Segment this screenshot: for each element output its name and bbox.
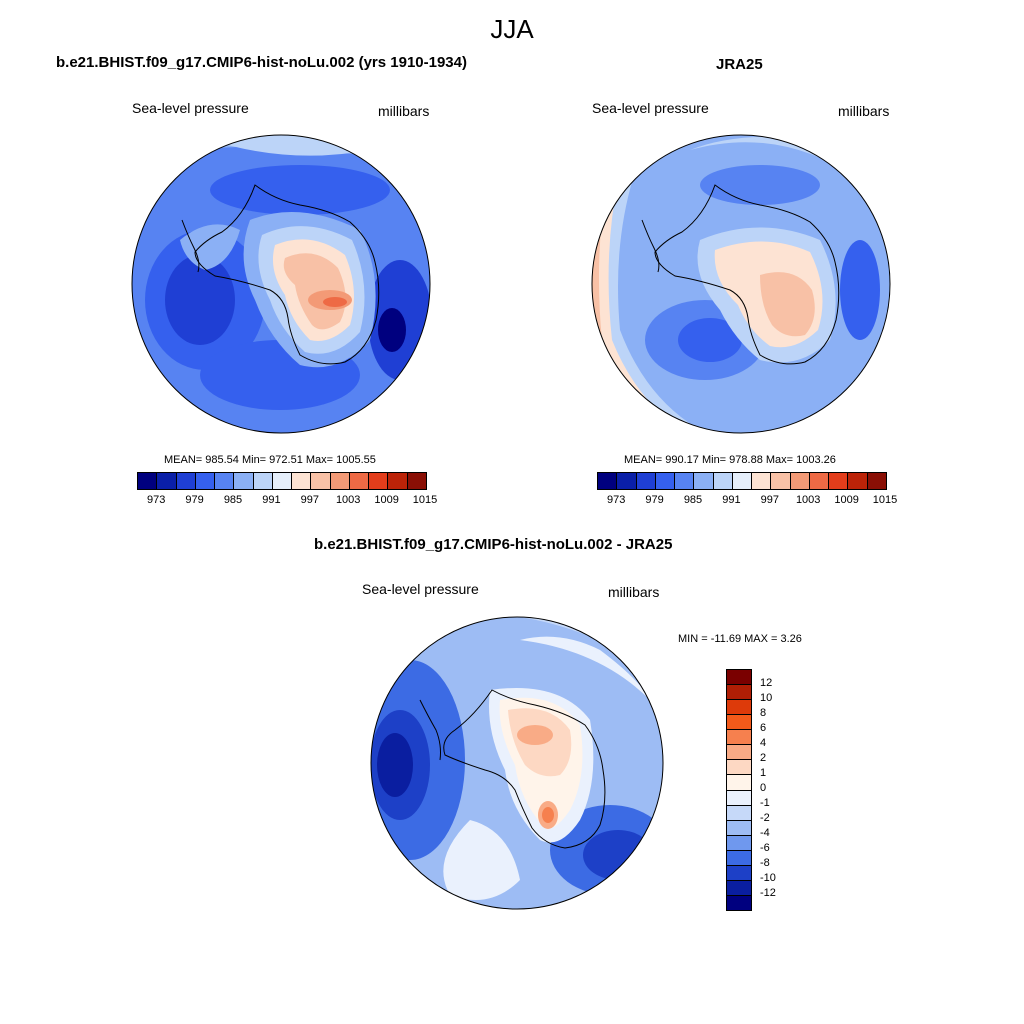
panel1-stats: MEAN= 985.54 Min= 972.51 Max= 1005.55	[164, 454, 376, 466]
colorbar-swatch	[598, 473, 618, 489]
colorbar-swatch	[407, 473, 426, 489]
colorbar-swatch	[727, 715, 751, 731]
colorbar-tick-label: 973	[607, 494, 626, 506]
panel3-colorbar	[726, 669, 752, 911]
panel3-units-label: millibars	[608, 584, 660, 600]
colorbar-tick-label: 985	[223, 494, 243, 506]
colorbar-tick-label: 1	[760, 767, 767, 779]
colorbar-tick-label: 1003	[795, 494, 821, 506]
colorbar-swatch	[727, 685, 751, 701]
colorbar-swatch	[675, 473, 695, 489]
colorbar-swatch	[636, 473, 656, 489]
colorbar-swatch	[195, 473, 216, 489]
colorbar-swatch	[311, 473, 331, 489]
colorbar-swatch	[771, 473, 791, 489]
panel2-variable-label: Sea-level pressure	[592, 100, 709, 116]
colorbar-tick-label: 979	[645, 494, 664, 506]
colorbar-swatch	[138, 473, 158, 489]
colorbar-swatch	[727, 850, 751, 866]
colorbar-swatch	[655, 473, 676, 489]
colorbar-swatch	[727, 745, 751, 761]
colorbar-swatch	[732, 473, 753, 489]
colorbar-swatch	[694, 473, 714, 489]
colorbar-swatch	[388, 473, 408, 489]
panel2-units-label: millibars	[838, 103, 890, 119]
colorbar-swatch	[727, 895, 751, 910]
colorbar-tick-label: 1009	[834, 494, 859, 506]
colorbar-tick-label: 997	[760, 494, 779, 506]
colorbar-tick-label: -12	[760, 887, 776, 899]
colorbar-tick-label: -10	[760, 872, 776, 884]
colorbar-tick-label: 979	[185, 494, 204, 506]
panel1-map	[132, 135, 430, 433]
colorbar-swatch	[349, 473, 370, 489]
colorbar-tick-label: 2	[760, 752, 767, 764]
colorbar-swatch	[848, 473, 868, 489]
colorbar-tick-label: 973	[147, 494, 166, 506]
colorbar-swatch	[727, 820, 751, 836]
panel2-stats: MEAN= 990.17 Min= 978.88 Max= 1003.26	[624, 454, 836, 466]
panel1-colorbar	[137, 472, 427, 490]
colorbar-tick-label: 1003	[335, 494, 361, 506]
panel3-stats: MIN = -11.69 MAX = 3.26	[678, 633, 802, 645]
colorbar-tick-label: 0	[760, 782, 767, 794]
colorbar-swatch	[727, 880, 751, 896]
colorbar-tick-label: 991	[722, 494, 741, 506]
colorbar-tick-label: 8	[760, 707, 767, 719]
panel2-map	[592, 135, 890, 433]
colorbar-tick-label: 997	[300, 494, 319, 506]
colorbar-swatch	[829, 473, 849, 489]
figure-title: JJA	[490, 14, 534, 44]
colorbar-tick-label: -1	[760, 797, 770, 809]
colorbar-swatch	[809, 473, 830, 489]
colorbar-swatch	[713, 473, 733, 489]
panel3-map	[371, 617, 663, 909]
colorbar-tick-label: -8	[760, 857, 770, 869]
colorbar-swatch	[790, 473, 810, 489]
colorbar-swatch	[369, 473, 389, 489]
colorbar-tick-label: 991	[262, 494, 281, 506]
colorbar-swatch	[727, 835, 751, 851]
panel2-colorbar	[597, 472, 887, 490]
colorbar-swatch	[727, 775, 751, 791]
colorbar-swatch	[157, 473, 177, 489]
colorbar-swatch	[272, 473, 293, 489]
colorbar-swatch	[330, 473, 350, 489]
panel1-title: b.e21.BHIST.f09_g17.CMIP6-hist-noLu.002 …	[56, 54, 467, 71]
panel2-title: JRA25	[716, 56, 763, 73]
colorbar-tick-label: 4	[760, 737, 767, 749]
colorbar-tick-label: 12	[760, 677, 773, 689]
colorbar-swatch	[867, 473, 886, 489]
colorbar-swatch	[292, 473, 312, 489]
colorbar-swatch	[727, 790, 751, 806]
colorbar-swatch	[176, 473, 196, 489]
colorbar-swatch	[752, 473, 772, 489]
colorbar-tick-label: -4	[760, 827, 770, 839]
colorbar-tick-label: 6	[760, 722, 767, 734]
colorbar-swatch	[727, 730, 751, 746]
panel3-variable-label: Sea-level pressure	[362, 581, 479, 597]
colorbar-tick-label: 10	[760, 692, 773, 704]
colorbar-tick-label: -6	[760, 842, 770, 854]
colorbar-swatch	[727, 805, 751, 821]
panel3-title: b.e21.BHIST.f09_g17.CMIP6-hist-noLu.002 …	[314, 536, 673, 553]
panel1-units-label: millibars	[378, 103, 430, 119]
colorbar-tick-label: 1009	[374, 494, 399, 506]
colorbar-swatch	[617, 473, 637, 489]
colorbar-swatch	[727, 865, 751, 881]
panel1-variable-label: Sea-level pressure	[132, 100, 249, 116]
colorbar-swatch	[727, 670, 751, 686]
colorbar-swatch	[234, 473, 254, 489]
colorbar-tick-label: -2	[760, 812, 770, 824]
colorbar-swatch	[727, 700, 751, 716]
colorbar-tick-label: 985	[683, 494, 703, 506]
colorbar-tick-label: 1015	[872, 494, 898, 506]
colorbar-tick-label: 1015	[412, 494, 438, 506]
colorbar-swatch	[215, 473, 235, 489]
colorbar-swatch	[727, 760, 751, 776]
colorbar-swatch	[253, 473, 273, 489]
